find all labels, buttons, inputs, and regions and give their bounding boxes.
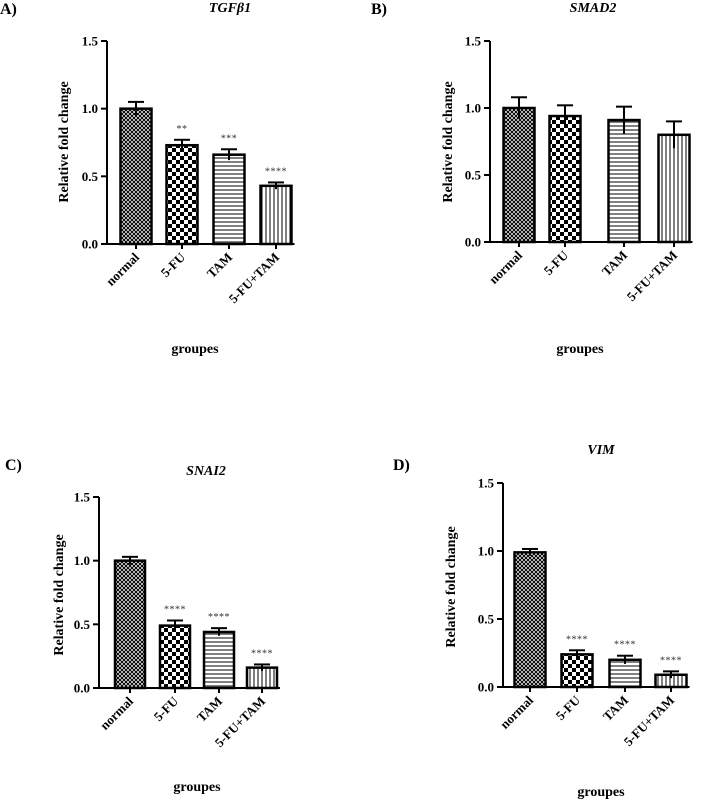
y-tick-label: 0.5 xyxy=(478,612,495,627)
significance-marker: **** xyxy=(566,634,588,645)
y-tick-label: 0.0 xyxy=(82,237,98,252)
y-tick-label: 0.5 xyxy=(74,617,91,632)
bar xyxy=(212,153,246,246)
x-tick-label: normal xyxy=(103,249,142,288)
y-tick-label: 1.0 xyxy=(82,101,98,116)
x-tick-label: 5-FU xyxy=(553,692,584,723)
x-tick-label: 5-FU+TAM xyxy=(624,248,681,305)
x-tick-label: TAM xyxy=(194,694,225,725)
panel-letter: C) xyxy=(5,457,22,474)
chart-panel-b: B) SMAD2 Relative fold change groupes no… xyxy=(371,1,693,357)
y-tick-label: 1.5 xyxy=(74,490,91,505)
bar xyxy=(259,184,293,246)
bar xyxy=(513,551,547,689)
significance-marker: **** xyxy=(164,605,186,616)
y-tick-label: 0.5 xyxy=(82,169,99,184)
bar xyxy=(158,624,192,690)
bar xyxy=(548,114,582,244)
x-tick-label: TAM xyxy=(204,250,235,281)
chart-title: TGFβ1 xyxy=(209,1,251,16)
bar xyxy=(165,143,199,246)
x-tick-label: TAM xyxy=(599,248,630,279)
y-tick-label: 0.0 xyxy=(465,235,481,250)
bar xyxy=(113,559,147,690)
y-axis-label: Relative fold change xyxy=(444,526,459,647)
x-tick-label: 5-FU xyxy=(151,693,182,724)
y-tick-label: 0.0 xyxy=(74,681,90,696)
chart-title: SNAI2 xyxy=(186,464,226,479)
y-axis-label: Relative fold change xyxy=(441,81,456,202)
chart-panel-c: C) SNAI2 Relative fold change groupes no… xyxy=(5,457,280,795)
significance-marker: ** xyxy=(177,124,188,135)
chart-panel-d: D) VIM Relative fold change groupes norm… xyxy=(393,443,690,800)
bar xyxy=(202,630,236,690)
bar xyxy=(607,118,641,244)
x-tick-label: TAM xyxy=(600,693,631,724)
chart-panel-a: A) TGFβ1 Relative fold change groupes no… xyxy=(0,1,295,357)
x-tick-label: normal xyxy=(486,247,525,286)
x-tick-label: 5-FU xyxy=(158,249,189,280)
y-tick-label: 0.5 xyxy=(465,168,482,183)
x-tick-label: 5-FU+TAM xyxy=(621,693,678,750)
bar xyxy=(119,107,153,246)
x-axis-label: groupes xyxy=(577,785,625,800)
bar xyxy=(502,106,536,244)
x-axis-label: groupes xyxy=(173,780,221,795)
significance-marker: **** xyxy=(208,612,230,623)
panel-letter: B) xyxy=(371,1,387,18)
significance-marker: **** xyxy=(614,640,636,651)
x-tick-label: normal xyxy=(497,692,536,731)
y-axis-label: Relative fold change xyxy=(52,534,67,655)
y-tick-label: 1.5 xyxy=(82,34,99,49)
x-tick-label: normal xyxy=(97,693,136,732)
x-axis-label: groupes xyxy=(171,342,219,357)
significance-marker: **** xyxy=(660,655,682,666)
y-tick-label: 1.0 xyxy=(74,553,90,568)
x-tick-label: 5-FU+TAM xyxy=(226,250,283,307)
y-tick-label: 1.5 xyxy=(465,34,482,49)
y-tick-label: 0.0 xyxy=(478,680,494,695)
significance-marker: **** xyxy=(265,166,287,177)
y-tick-label: 1.0 xyxy=(478,544,494,559)
bar xyxy=(657,133,691,244)
x-axis-label: groupes xyxy=(556,342,604,357)
significance-marker: *** xyxy=(221,133,238,144)
y-tick-label: 1.0 xyxy=(465,101,481,116)
panel-letter: D) xyxy=(393,457,410,474)
chart-title: SMAD2 xyxy=(570,1,617,16)
x-tick-label: 5-FU xyxy=(541,247,572,278)
chart-title: VIM xyxy=(587,443,615,458)
bar xyxy=(560,653,594,689)
significance-marker: **** xyxy=(251,648,273,659)
y-tick-label: 1.5 xyxy=(478,476,495,491)
panel-letter: A) xyxy=(0,1,17,18)
y-axis-label: Relative fold change xyxy=(57,81,72,202)
